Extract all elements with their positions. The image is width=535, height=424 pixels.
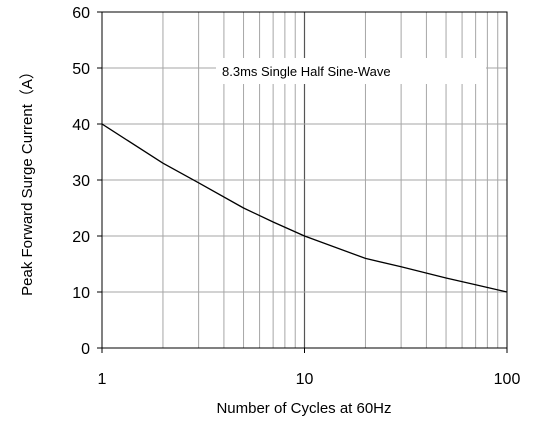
x-tick-label: 1 [98,371,107,388]
y-tick-label: 30 [72,173,90,190]
annotation-label: 8.3ms Single Half Sine-Wave [222,64,391,79]
y-tick-label: 50 [72,61,90,78]
x-axis-label: Number of Cycles at 60Hz [216,400,391,417]
y-tick-label: 40 [72,117,90,134]
y-tick-label: 0 [81,341,90,358]
series-line-0 [101,123,508,293]
y-tick-label: 20 [72,229,90,246]
annotation-background [216,58,486,84]
x-tick-label: 10 [296,371,314,388]
y-tick-label: 10 [72,285,90,302]
y-tick-label: 60 [72,5,90,22]
x-tick-label: 100 [494,371,521,388]
tick-labels: 0 10 20 30 40 50 60 1 10 100 [72,5,520,388]
y-axis-label: Peak Forward Surge Current（A） [19,64,36,296]
series-layer [101,123,508,293]
